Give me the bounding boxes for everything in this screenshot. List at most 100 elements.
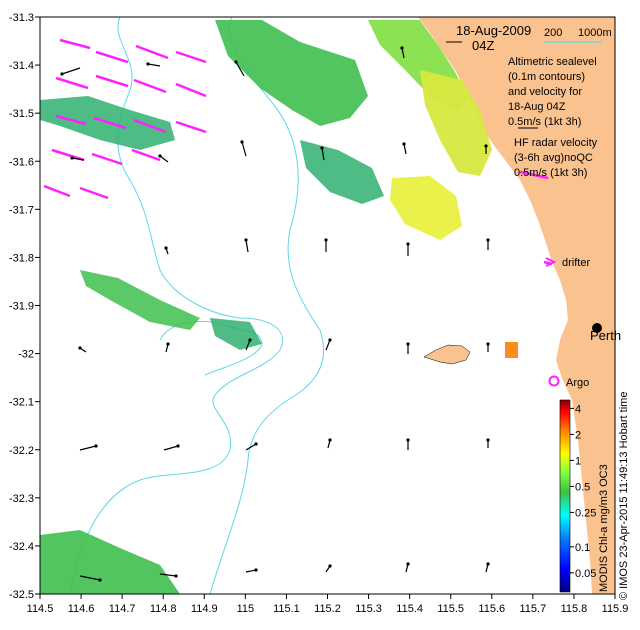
colorbar-tick-label: 1 xyxy=(575,455,581,467)
hf-radar-vector xyxy=(51,148,85,162)
altimetry-legend-line-5: 0.5m/s (1kt 3h) xyxy=(508,116,581,128)
y-tick-label: -31.5 xyxy=(9,108,34,120)
x-tick-label: 115.8 xyxy=(561,603,588,615)
altimetry-vector xyxy=(245,443,257,451)
altimetry-legend-line-3: and velocity for xyxy=(508,86,582,98)
hf-radar-vector xyxy=(133,118,167,134)
hf-radar-vector xyxy=(79,186,109,200)
time-label: 04Z xyxy=(472,38,494,53)
colorbar-tick-label: 0.5 xyxy=(575,481,590,493)
hf-radar-legend: HF radar velocity (3-6h avg)noQC 0.5m/s … xyxy=(514,137,598,179)
x-axis: 114.5 114.6 114.7 114.8 114.9 115 115.1 115.2 11… xyxy=(27,594,629,615)
colorbar: 4 2 1 0.5 0.25 0.1 0.05 xyxy=(559,399,596,593)
y-tick-label: -31.3 xyxy=(9,12,34,24)
altimetry-legend-line-4: 18-Aug 04Z xyxy=(508,101,566,113)
y-tick-label: -31.4 xyxy=(9,60,34,72)
hf-radar-legend-line-1: HF radar velocity xyxy=(514,137,598,149)
x-tick-label: 114.8 xyxy=(150,603,177,615)
altimetry-vector xyxy=(159,155,169,163)
hf-radar-vector xyxy=(175,120,207,134)
y-tick-label: -32.2 xyxy=(9,445,34,457)
altimetry-vector xyxy=(245,239,249,253)
x-tick-label: 115.9 xyxy=(602,603,629,615)
y-tick-label: -31.9 xyxy=(9,301,34,313)
y-tick-label: -32 xyxy=(18,349,34,361)
hf-radar-vector xyxy=(95,74,129,88)
perth-label: Perth xyxy=(590,328,621,343)
y-tick-label: -32.1 xyxy=(9,397,34,409)
altimetry-vector xyxy=(245,569,257,573)
x-tick-label: 115.4 xyxy=(396,603,423,615)
altimetry-vector xyxy=(321,147,325,161)
isobath-200m xyxy=(209,17,324,594)
altimetry-vector xyxy=(241,141,247,157)
hf-radar-vector xyxy=(131,148,161,162)
x-tick-label: 114.5 xyxy=(27,603,54,615)
altimetry-vector xyxy=(61,67,81,75)
altimetry-vector xyxy=(325,339,331,351)
hf-radar-vector xyxy=(59,38,91,50)
altimetry-vector xyxy=(403,143,407,155)
x-tick-label: 115.6 xyxy=(478,603,505,615)
hf-radar-vector xyxy=(91,152,123,166)
argo-marker xyxy=(548,375,560,387)
hf-radar-vector xyxy=(55,76,89,90)
chl-patch xyxy=(420,70,492,176)
hf-radar-legend-line-3: 0.5m/s (1kt 3h) xyxy=(514,167,587,179)
credit-text: © IMOS 23-Apr-2015 11:49:13 Hobart time xyxy=(618,392,630,600)
chl-patch xyxy=(505,342,518,358)
isobath-label-1000: 1000m xyxy=(578,27,612,39)
x-tick-label: 115.2 xyxy=(314,603,341,615)
x-tick-label: 115.3 xyxy=(355,603,382,615)
drifter-marker xyxy=(545,257,557,267)
colorbar-tick-label: 2 xyxy=(575,429,581,441)
hf-radar-vector xyxy=(133,78,167,94)
hf-radar-vector xyxy=(519,170,549,180)
y-tick-label: -32.3 xyxy=(9,493,34,505)
colorbar-gradient xyxy=(559,399,571,593)
hf-radar-vector xyxy=(43,184,71,198)
rottnest-island xyxy=(423,344,471,365)
altimetry-vector xyxy=(71,157,85,161)
hf-radar-vectors xyxy=(43,38,553,266)
x-tick-label: 115.1 xyxy=(273,603,300,615)
altimetry-vector xyxy=(401,47,405,59)
date-label: 18-Aug-2009 xyxy=(456,23,531,38)
y-tick-label: -31.7 xyxy=(9,204,34,216)
altimetry-legend-line-1: Altimetric sealevel xyxy=(508,56,597,68)
altimetry-vector xyxy=(245,339,251,351)
x-tick-label: 114.9 xyxy=(191,603,218,615)
chl-patch xyxy=(80,270,200,330)
y-tick-label: -31.6 xyxy=(9,156,34,168)
colorbar-tick-label: 0.1 xyxy=(575,542,590,554)
chl-patch xyxy=(300,140,384,204)
x-tick-label: 114.6 xyxy=(68,603,95,615)
altimetry-vector xyxy=(235,61,245,77)
x-tick-label: 114.7 xyxy=(109,603,136,615)
x-tick-label: 115.5 xyxy=(437,603,464,615)
altimetry-vector xyxy=(147,63,161,67)
y-tick-label: -32.5 xyxy=(9,589,34,601)
perth-marker xyxy=(592,323,602,333)
altimetry-vector xyxy=(159,573,177,577)
y-tick-label: -32.4 xyxy=(9,541,34,553)
colorbar-title: MODIS Chl-a mg/m3 OC3 xyxy=(598,464,610,592)
chl-patch xyxy=(390,176,462,240)
hf-radar-vector xyxy=(93,116,127,130)
y-tick-label: -31.8 xyxy=(9,252,34,264)
hf-radar-vector xyxy=(135,44,169,60)
hf-radar-vector xyxy=(95,50,129,64)
altimetry-vector-tips xyxy=(60,46,490,582)
altimetry-vector xyxy=(79,575,101,581)
colorbar-tick-label: 0.05 xyxy=(575,568,596,580)
land-area xyxy=(418,17,615,594)
altimetry-vectors xyxy=(61,47,489,581)
isobath-label-200: 200 xyxy=(544,27,562,39)
x-tick-label: 115 xyxy=(237,603,255,615)
hf-radar-vector xyxy=(175,82,207,98)
hf-radar-legend-line-2: (3-6h avg)noQC xyxy=(514,152,593,164)
altimetry-legend: Altimetric sealevel (0.1m contours) and … xyxy=(508,56,597,129)
drifter-label: drifter xyxy=(562,257,590,269)
chl-patch xyxy=(40,530,180,594)
